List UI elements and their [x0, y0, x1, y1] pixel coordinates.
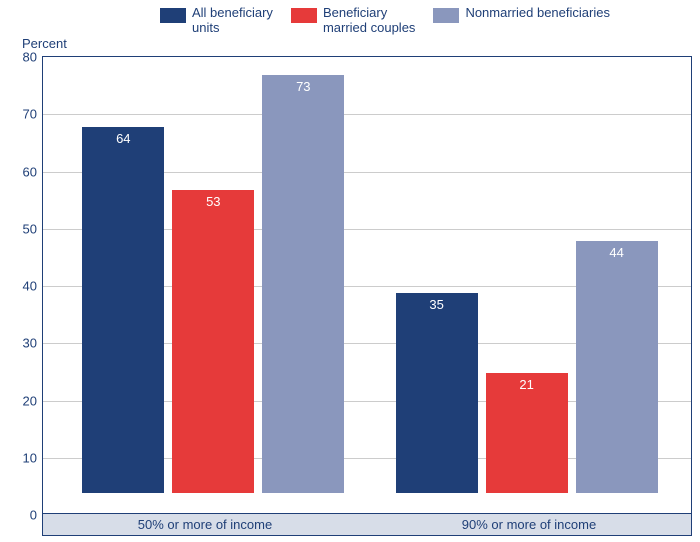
x-category-label: 90% or more of income [367, 514, 691, 535]
y-tick-label: 50 [23, 221, 43, 236]
bar: 73 [262, 75, 344, 493]
y-tick-label: 10 [23, 450, 43, 465]
y-tick-label: 30 [23, 336, 43, 351]
y-tick-label: 20 [23, 393, 43, 408]
y-tick-label: 0 [30, 508, 43, 523]
bar-value-label: 44 [576, 245, 658, 260]
legend-swatch [433, 8, 459, 23]
legend-label: Beneficiarymarried couples [323, 6, 416, 36]
bar-value-label: 73 [262, 79, 344, 94]
legend-item: Nonmarried beneficiaries [433, 6, 610, 23]
bar: 53 [172, 190, 254, 493]
legend: All beneficiaryunits Beneficiarymarried c… [160, 6, 610, 36]
legend-label: Nonmarried beneficiaries [465, 6, 610, 21]
y-tick-label: 80 [23, 50, 43, 65]
bar-value-label: 21 [486, 377, 568, 392]
legend-swatch [160, 8, 186, 23]
y-tick-label: 70 [23, 107, 43, 122]
bar-value-label: 64 [82, 131, 164, 146]
bar-value-label: 53 [172, 194, 254, 209]
bar-value-label: 35 [396, 297, 478, 312]
legend-label: All beneficiaryunits [192, 6, 273, 36]
bar: 35 [396, 293, 478, 493]
y-tick-label: 60 [23, 164, 43, 179]
legend-swatch [291, 8, 317, 23]
legend-item: Beneficiarymarried couples [291, 6, 416, 36]
x-category-label: 50% or more of income [43, 514, 367, 535]
bar: 21 [486, 373, 568, 493]
bars-layer: 64 53 73 35 21 44 [43, 57, 691, 515]
legend-item: All beneficiaryunits [160, 6, 273, 36]
chart-container: Percent All beneficiaryunitsBeneficiarym… [0, 0, 700, 542]
bar: 44 [576, 241, 658, 493]
bar: 64 [82, 127, 164, 493]
plot-area: 64 53 73 35 21 44 50% or more of income90% or… [42, 56, 692, 536]
y-tick-label: 40 [23, 279, 43, 294]
x-axis-band: 50% or more of income90% or more of inco… [43, 513, 691, 535]
